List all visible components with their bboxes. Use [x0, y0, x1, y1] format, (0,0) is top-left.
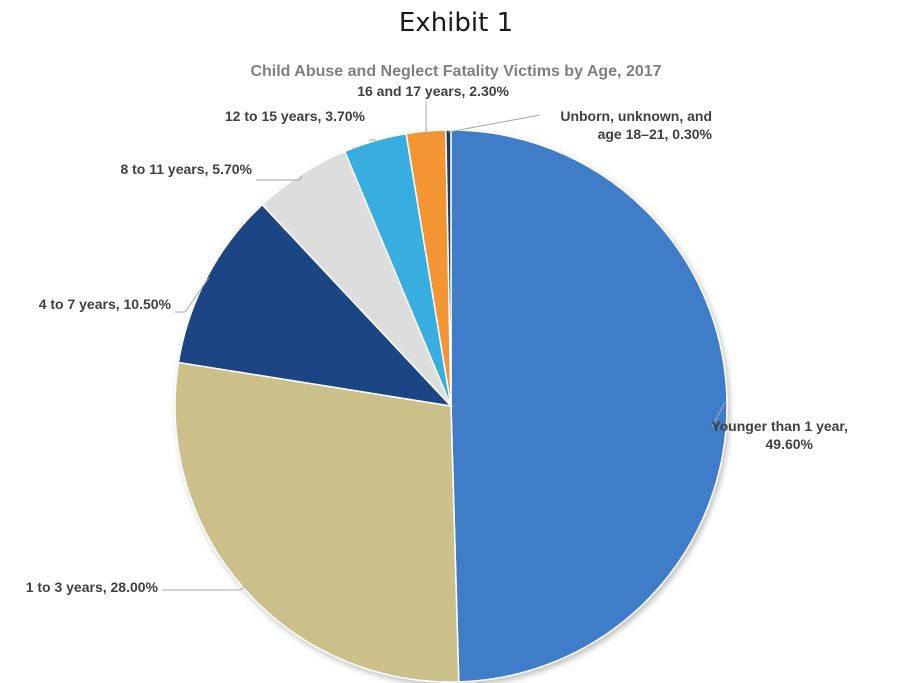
- slice-label-7: Unborn, unknown, and age 18–21, 0.30%: [560, 108, 712, 142]
- leader-line-3: [175, 277, 210, 313]
- leader-line-4: [256, 175, 303, 181]
- slice-label-1: Younger than 1 year, 49.60%: [711, 418, 848, 452]
- pie-slice-1: [450, 129, 728, 683]
- leader-line-7: [448, 114, 541, 133]
- slice-label-5: 12 to 15 years, 3.70%: [225, 108, 366, 124]
- pie-slices: [174, 129, 728, 683]
- leader-line-1: [711, 401, 726, 428]
- chart-title: Child Abuse and Neglect Fatality Victims…: [250, 63, 661, 80]
- leader-line-2: [162, 586, 246, 591]
- exhibit-heading: Exhibit 1: [398, 8, 514, 38]
- pie-slice-3: [177, 203, 454, 408]
- slice-labels: Younger than 1 year, 49.60% 1 to 3 years, …: [26, 83, 848, 595]
- slice-label-4: 8 to 11 years, 5.70%: [120, 161, 252, 177]
- slice-label-3: 4 to 7 years, 10.50%: [39, 296, 172, 312]
- leader-line-5: [369, 139, 376, 143]
- slice-label-6: 16 and 17 years, 2.30%: [357, 83, 509, 99]
- pie-slice-7: [445, 129, 452, 407]
- slice-label-2: 1 to 3 years, 28.00%: [26, 579, 159, 595]
- leader-lines: [162, 101, 726, 591]
- pie-slice-2: [174, 361, 460, 683]
